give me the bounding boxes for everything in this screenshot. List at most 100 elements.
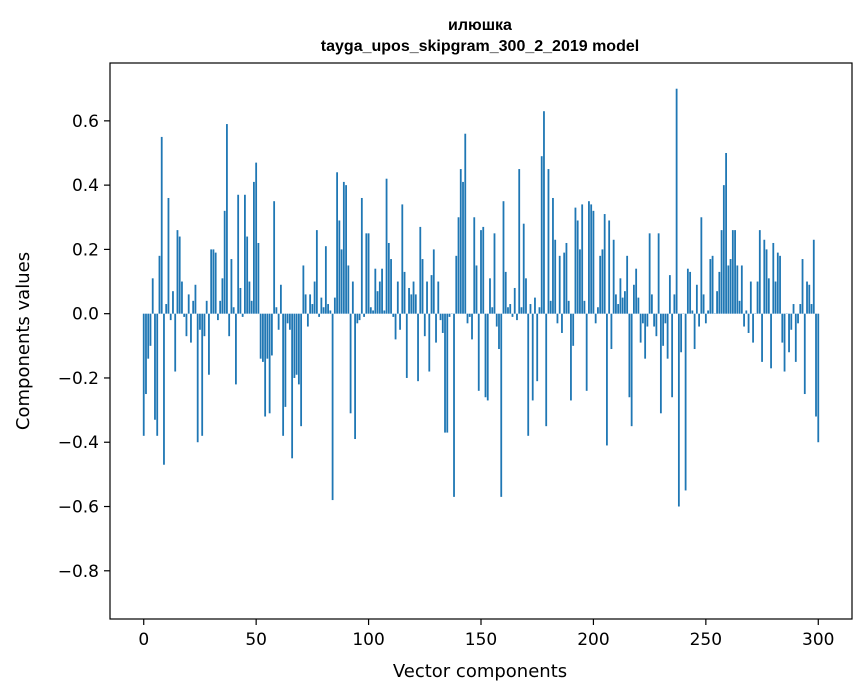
x-ticks-group: 0 50 100 150 200 250 300 [138,619,834,650]
bar-222 [641,313,644,324]
bar-43 [239,287,242,314]
bar-173 [531,313,534,401]
bar-6 [156,313,159,436]
bar-2 [147,313,150,359]
bar-179 [545,313,548,427]
bar-27 [203,313,206,337]
bar-82 [327,304,329,314]
bar-155 [491,307,494,314]
bar-106 [381,268,383,314]
bar-251 [707,310,709,314]
bar-176 [538,307,541,314]
bar-105 [378,281,381,314]
x-axis-label: Vector components [393,661,567,682]
y-tick-label: 0.2 [72,240,99,260]
bar-157 [495,313,498,327]
bar-94 [354,313,356,440]
bar-72 [304,294,307,314]
bar-111 [392,313,395,317]
bar-259 [725,152,727,314]
bar-187 [563,252,566,314]
bar-69 [297,313,300,385]
bar-116 [403,271,406,314]
bar-42 [237,194,240,314]
bars-group [142,88,820,507]
bar-246 [695,284,698,314]
bar-237 [675,88,678,314]
bar-12 [169,313,172,321]
bar-32 [214,252,217,314]
bar-297 [810,304,813,314]
bar-177 [540,156,543,314]
bar-263 [734,230,736,314]
bar-9 [163,313,165,465]
bar-284 [781,313,784,343]
bar-294 [803,313,806,395]
bar-152 [484,313,487,398]
bar-144 [466,313,469,324]
bar-242 [686,268,689,314]
bar-258 [722,185,725,314]
bar-51 [257,242,260,314]
bar-5 [154,313,156,420]
bar-202 [597,307,599,314]
bar-10 [165,304,168,314]
bar-168 [520,307,523,314]
bar-216 [628,313,631,398]
bar-28 [205,300,208,314]
y-tick-label: 0.6 [72,112,99,132]
bar-30 [210,249,213,314]
bar-74 [309,294,312,314]
bar-260 [727,265,730,314]
bar-148 [475,265,478,314]
bar-85 [333,297,336,314]
bar-247 [698,313,700,327]
bar-252 [709,259,712,314]
bar-11 [167,197,170,314]
bar-17 [181,281,183,314]
bar-166 [516,313,518,321]
bar-207 [608,220,611,314]
bar-193 [576,220,579,314]
bar-295 [806,281,808,314]
bar-224 [646,313,649,327]
bar-261 [729,259,732,314]
x-tick-label: 200 [577,630,609,650]
bar-196 [583,300,586,314]
bar-93 [351,281,354,314]
bar-184 [556,313,559,324]
bar-147 [473,217,476,314]
bar-46 [246,236,249,314]
bar-97 [360,197,363,314]
bar-83 [329,310,332,314]
bar-67 [293,313,296,378]
bar-269 [747,313,750,333]
bar-39 [230,259,233,314]
bar-149 [477,313,480,391]
y-tick-label: 0.0 [72,305,99,325]
bar-117 [405,313,408,378]
bar-119 [410,294,413,314]
bar-221 [639,313,642,343]
bar-190 [570,313,572,401]
bar-275 [761,313,763,362]
bar-126 [426,281,428,314]
bar-100 [367,233,370,314]
bar-174 [534,297,536,314]
bar-200 [592,210,595,314]
bar-185 [558,255,561,314]
bar-52 [259,313,262,359]
bar-40 [232,307,235,314]
bar-25 [199,313,201,330]
bar-271 [752,313,754,343]
bar-90 [345,185,347,314]
bar-265 [738,300,741,314]
bar-253 [711,255,714,314]
bar-195 [581,204,584,314]
bar-0 [142,313,145,436]
bar-127 [428,313,431,372]
bar-22 [192,300,195,314]
bar-3 [149,313,152,346]
bar-140 [457,217,460,314]
